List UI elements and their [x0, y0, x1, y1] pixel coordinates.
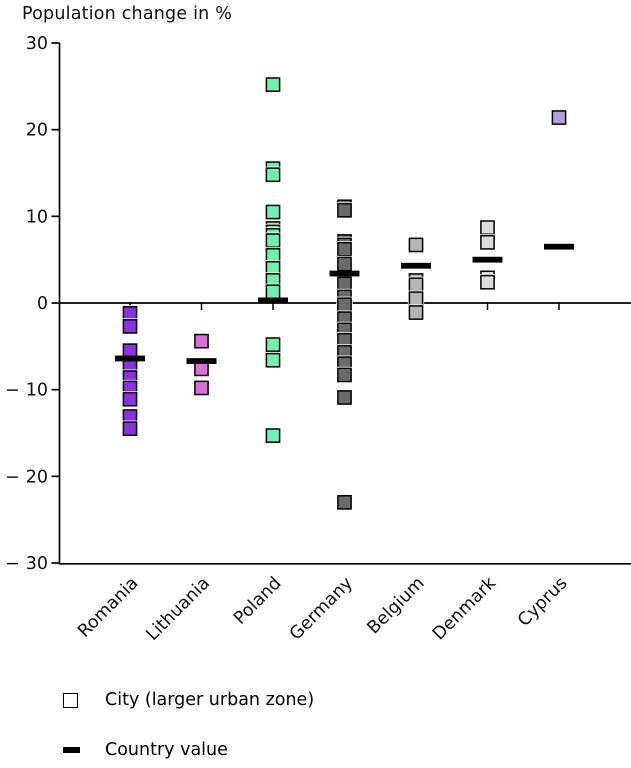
country-value-dash — [186, 358, 217, 364]
city-marker — [337, 276, 352, 292]
city-marker — [337, 367, 352, 383]
country-value-dash — [115, 355, 145, 362]
city-marker — [194, 380, 209, 396]
country-value-dash — [258, 297, 288, 304]
city-marker — [122, 319, 138, 334]
chart-legend: City (larger urban zone) Country value — [63, 686, 314, 768]
y-tick-minus-sign: − — [5, 381, 20, 401]
city-marker — [265, 77, 281, 92]
y-tick-label: 30 — [26, 554, 48, 574]
city-marker — [551, 110, 567, 125]
city-marker — [480, 234, 495, 250]
y-tick-label: 10 — [26, 381, 48, 401]
x-category-label: Belgium — [364, 573, 429, 638]
x-category-label: Romania — [74, 573, 142, 641]
x-category-label: Lithuania — [143, 573, 214, 644]
y-tick-label: 0 — [37, 294, 48, 314]
city-marker — [337, 256, 352, 272]
city-marker — [480, 274, 495, 290]
city-marker — [265, 337, 281, 352]
city-marker — [265, 284, 281, 300]
city-marker — [122, 306, 138, 321]
city-marker — [194, 333, 209, 349]
city-marker — [122, 421, 138, 437]
country-value-dash — [472, 256, 503, 263]
y-tick-label: 10 — [26, 207, 48, 227]
x-category-label: Poland — [230, 573, 285, 628]
city-marker — [408, 291, 424, 307]
country-value-dash — [329, 270, 360, 277]
open-square-icon — [63, 692, 78, 708]
city-marker — [122, 391, 138, 407]
city-marker — [337, 241, 352, 257]
city-marker — [122, 343, 138, 359]
x-category-label: Germany — [286, 573, 357, 644]
country-value-dash — [544, 243, 574, 250]
legend-row-country-value: Country value — [63, 736, 314, 764]
y-tick-label: 20 — [26, 467, 48, 487]
city-marker — [265, 247, 281, 263]
city-marker — [265, 233, 281, 248]
legend-label-country-value: Country value — [105, 740, 228, 760]
city-marker — [408, 237, 424, 253]
city-marker — [265, 352, 281, 368]
y-tick-minus-sign: − — [5, 467, 20, 487]
legend-label-city: City (larger urban zone) — [105, 690, 315, 710]
city-marker — [337, 494, 352, 510]
x-category-label: Denmark — [429, 573, 501, 645]
legend-row-city: City (larger urban zone) — [63, 686, 314, 714]
city-marker — [337, 297, 352, 313]
city-marker — [337, 390, 352, 405]
city-marker — [480, 220, 495, 235]
dash-icon — [63, 747, 80, 753]
city-marker — [337, 202, 352, 218]
city-marker — [408, 305, 424, 320]
city-marker — [265, 428, 281, 443]
y-tick-label: 20 — [26, 121, 48, 141]
city-marker — [408, 277, 424, 293]
country-value-dash — [401, 262, 431, 269]
x-category-label: Cyprus — [514, 573, 571, 630]
y-tick-label: 30 — [26, 34, 48, 54]
city-marker — [265, 167, 281, 183]
chart-title: Population change in % — [22, 4, 233, 24]
city-marker — [265, 204, 281, 220]
city-marker — [194, 361, 209, 377]
y-tick-minus-sign: − — [5, 554, 20, 574]
